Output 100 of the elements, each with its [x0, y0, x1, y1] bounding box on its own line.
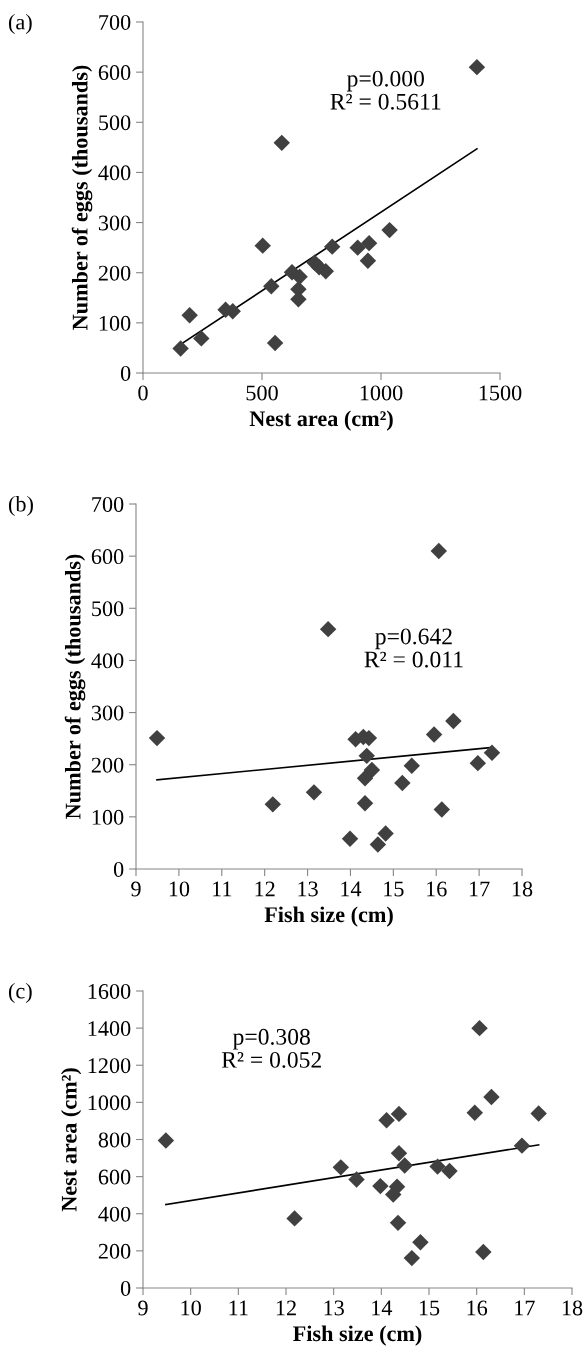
point [157, 1132, 175, 1149]
x-tick-label: 9 [131, 881, 141, 897]
point [358, 747, 375, 765]
x-axis-title: Fish size (cm) [264, 906, 393, 927]
x-tick-label: 16 [467, 1300, 488, 1316]
point [266, 334, 284, 352]
x-tick-label: 10 [181, 1300, 201, 1316]
y-tick-label: 600 [98, 65, 131, 81]
point [425, 726, 443, 743]
x-tick-label: 0 [138, 385, 148, 401]
y-tick-label: 100 [99, 315, 131, 331]
x-tick-label: 13 [324, 1300, 344, 1316]
chart-title: (b) [8, 495, 33, 517]
x-tick-label: 17 [515, 1300, 535, 1316]
point [394, 774, 411, 792]
x-tick-label: 11 [213, 881, 232, 897]
y-tick-label: 1200 [88, 1058, 131, 1074]
x-tick-label: 12 [255, 881, 275, 897]
y-tick-label: 700 [99, 14, 131, 30]
point [378, 1111, 395, 1129]
y-axis-title: Nest area (cm²) [61, 1068, 82, 1212]
point [291, 268, 308, 285]
y-axis-title: Number of eggs (thousands) [64, 554, 86, 819]
point [381, 221, 398, 239]
x-tick-label: 18 [512, 881, 533, 897]
x-tick-label: 1000 [360, 385, 403, 401]
x-tick-label: 11 [229, 1300, 248, 1316]
y-axis-title: Number of eggs (thousands) [71, 65, 93, 330]
x-tick-label: 9 [138, 1300, 148, 1316]
point [360, 234, 378, 252]
annotation: p=0.308 R² = 0.052 [221, 1028, 321, 1068]
x-tick-label: 16 [427, 881, 447, 897]
point [433, 801, 451, 818]
point [469, 754, 487, 772]
point [286, 1210, 303, 1227]
point [441, 1162, 458, 1180]
x-tick-label: 17 [469, 881, 490, 897]
y-tick-label: 600 [98, 1169, 131, 1185]
point [148, 729, 166, 747]
point [356, 795, 374, 812]
point [254, 237, 271, 254]
chart-title: (c) [8, 982, 32, 1004]
point [349, 239, 366, 256]
point [348, 1171, 365, 1188]
point [363, 761, 381, 779]
y-tick-label: 0 [113, 861, 124, 877]
x-tick-label: 12 [276, 1300, 296, 1316]
point [359, 252, 377, 269]
y-tick-label: 1400 [88, 1021, 131, 1037]
point [390, 1105, 408, 1123]
x-tick-label: 18 [562, 1300, 583, 1316]
x-tick-label: 14 [341, 881, 362, 897]
x-tick-label: 500 [246, 385, 278, 401]
point [471, 1019, 488, 1037]
x-tick-label: 15 [384, 881, 404, 897]
point [385, 1186, 402, 1203]
y-tick-label: 500 [99, 115, 131, 131]
point [403, 1249, 421, 1267]
point [412, 1234, 429, 1251]
x-axis-title: Nest area (cm²) [249, 410, 393, 431]
point [389, 1214, 407, 1232]
point [263, 278, 280, 295]
point [468, 58, 486, 76]
y-tick-label: 500 [92, 601, 124, 617]
y-tick-label: 300 [91, 705, 124, 721]
x-tick-label: 1500 [479, 385, 522, 401]
point [369, 836, 387, 853]
point [273, 134, 290, 152]
point [341, 830, 359, 847]
point [305, 784, 323, 801]
point [193, 330, 210, 347]
y-tick-label: 200 [91, 757, 124, 773]
point [181, 307, 198, 324]
point [483, 744, 501, 761]
x-axis-title: Fish size (cm) [293, 1325, 422, 1346]
point [372, 1177, 389, 1195]
point [429, 1158, 446, 1175]
point [403, 757, 420, 774]
annotation: p=0.000 R² = 0.5611 [330, 70, 441, 110]
x-tick-label: 10 [169, 881, 190, 897]
point [396, 1157, 413, 1174]
y-tick-label: 800 [98, 1132, 131, 1148]
y-tick-label: 400 [98, 1206, 131, 1222]
point [530, 1105, 547, 1122]
point [430, 542, 448, 560]
point [332, 1159, 350, 1176]
point [513, 1137, 531, 1154]
y-tick-label: 1000 [88, 1095, 131, 1111]
y-tick-label: 400 [91, 653, 124, 669]
y-tick-label: 1600 [88, 983, 131, 999]
y-tick-label: 300 [98, 215, 131, 231]
x-tick-label: 15 [419, 1300, 440, 1316]
point [264, 796, 282, 813]
chart-title: (a) [8, 13, 32, 35]
point [323, 238, 341, 255]
y-tick-label: 700 [92, 496, 124, 512]
annotation: p=0.642 R² = 0.011 [364, 628, 463, 668]
point [445, 712, 462, 730]
y-tick-label: 200 [98, 265, 131, 281]
point [483, 1088, 500, 1106]
